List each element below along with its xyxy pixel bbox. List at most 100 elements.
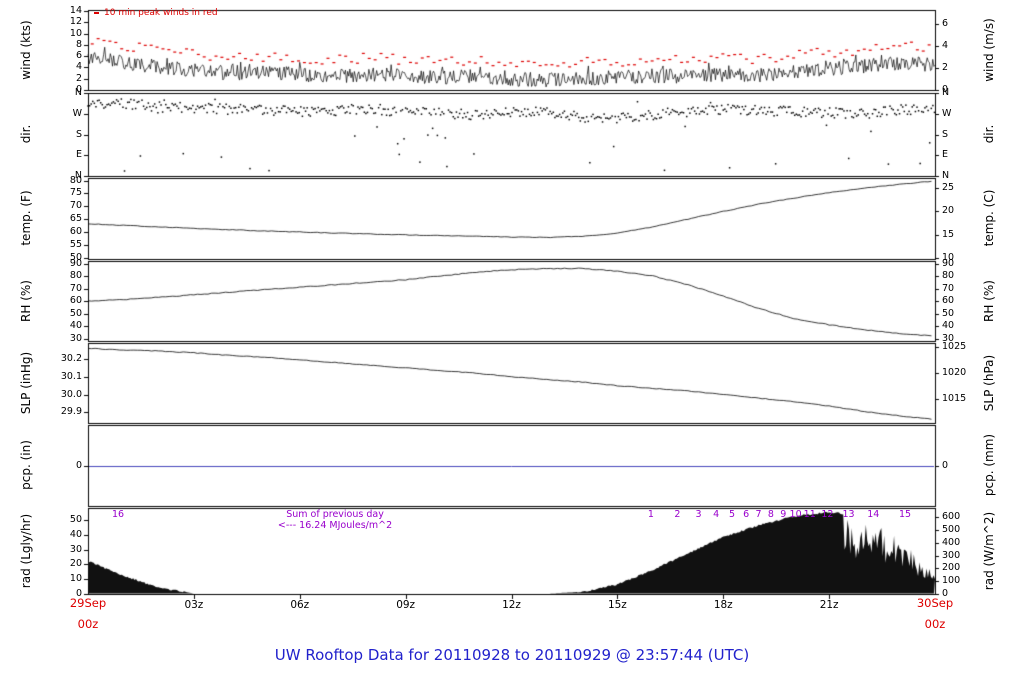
rad-hour-label: 14 xyxy=(867,509,880,520)
y-tick-label-left: 70 xyxy=(69,200,82,211)
y-tick-label-left: 80 xyxy=(69,175,82,186)
y-tick-label-left: 0 xyxy=(75,588,82,599)
y-tick-label-right: 25 xyxy=(942,182,955,193)
y-tick-label-left: 40 xyxy=(69,320,82,331)
y-tick-label-right: N xyxy=(942,87,950,98)
y-tick-label-left: E xyxy=(75,149,82,160)
rad-hour-label: 6 xyxy=(743,509,750,520)
y-tick-label-right: 300 xyxy=(942,550,961,561)
y-tick-label-right: 400 xyxy=(942,537,961,548)
y-tick-label-right: W xyxy=(942,108,952,119)
rad-sum-line2: <--- 16.24 MJoules/m^2 xyxy=(277,520,393,531)
y-tick-label-left: 30.2 xyxy=(60,353,82,364)
y-tick-label-left: 10 xyxy=(69,573,82,584)
y-tick-label-left: 4 xyxy=(75,61,82,72)
y-tick-label-right: 90 xyxy=(942,258,955,269)
y-tick-label-left: 60 xyxy=(69,295,82,306)
x-axis-end-hour: 00z xyxy=(924,617,946,631)
x-tick-label: 03z xyxy=(184,599,204,611)
y-tick-label-left: 8 xyxy=(75,39,82,50)
rad-hour-label: 16 xyxy=(111,509,125,520)
red-dash-icon xyxy=(94,11,99,14)
y-tick-label-right: 100 xyxy=(942,575,961,586)
y-tick-label-left: 14 xyxy=(69,5,82,16)
y-tick-label-right: 0 xyxy=(942,460,949,471)
rad-hour-label: 12 xyxy=(821,509,834,520)
figure-title: UW Rooftop Data for 20110928 to 20110929… xyxy=(274,646,750,664)
x-tick-label: 12z xyxy=(502,599,521,611)
rad-hour-label: 15 xyxy=(898,509,912,520)
y-tick-label-right: 60 xyxy=(942,295,955,306)
rad-hour-label: 11 xyxy=(803,509,816,520)
temp-axis-label-right: temp. (C) xyxy=(982,189,996,247)
x-tick-label: 21z xyxy=(819,599,839,611)
y-tick-label-left: 40 xyxy=(69,529,82,540)
y-tick-label-left: 12 xyxy=(69,16,82,27)
y-tick-label-right: 200 xyxy=(942,562,961,573)
y-tick-label-right: 1025 xyxy=(942,341,967,352)
y-tick-label-right: E xyxy=(942,149,949,160)
y-tick-label-left: 50 xyxy=(69,308,82,319)
y-tick-label-left: 50 xyxy=(69,514,82,525)
y-tick-label-left: 30.1 xyxy=(60,371,82,382)
y-tick-label-right: 500 xyxy=(942,524,961,535)
dir-axis-label-right: dir. xyxy=(982,124,996,144)
x-tick-label: 15z xyxy=(607,599,627,611)
y-tick-label-left: 2 xyxy=(75,73,82,84)
x-tick-label: 06z xyxy=(290,599,310,611)
y-tick-label-right: 2 xyxy=(942,62,949,73)
y-tick-label-left: 55 xyxy=(69,239,82,250)
y-tick-label-left: 30 xyxy=(69,333,82,344)
dir-axis-label-left: dir. xyxy=(19,124,33,144)
y-tick-label-left: 60 xyxy=(69,226,82,237)
x-axis-start-hour: 00z xyxy=(77,617,99,631)
y-tick-label-left: 0 xyxy=(75,84,82,95)
y-tick-label-left: N xyxy=(74,87,82,98)
wind-peak-legend-text: 10 min peak winds in red xyxy=(104,8,218,18)
rad-axis-label-right: rad (W/m^2) xyxy=(982,511,996,591)
x-axis-end-date: 30Sep xyxy=(916,596,954,610)
y-tick-label-right: 6 xyxy=(942,18,949,29)
y-tick-label-right: 15 xyxy=(942,229,955,240)
wind-axis-label-right: wind (m/s) xyxy=(982,18,996,82)
rh-axis-label-right: RH (%) xyxy=(982,280,996,322)
y-tick-label-right: 10 xyxy=(942,252,955,263)
y-tick-label-left: 50 xyxy=(69,252,82,263)
x-tick-label: 18z xyxy=(713,599,733,611)
y-tick-label-right: 80 xyxy=(942,270,955,281)
y-tick-label-left: 80 xyxy=(69,270,82,281)
y-tick-label-right: S xyxy=(942,129,949,140)
slp-axis-label-left: SLP (inHg) xyxy=(19,351,33,415)
y-tick-label-left: N xyxy=(74,170,82,181)
y-tick-label-left: 20 xyxy=(69,558,82,569)
y-tick-label-right: 0 xyxy=(942,84,949,95)
y-tick-label-right: 4 xyxy=(942,40,949,51)
y-tick-label-right: 70 xyxy=(942,283,955,294)
y-tick-label-right: 1015 xyxy=(942,393,967,404)
rad-hour-label: 5 xyxy=(729,509,736,520)
y-tick-label-left: 29.9 xyxy=(60,406,82,417)
wind-peak-legend: 10 min peak winds in red xyxy=(94,8,218,19)
meteogram-canvas xyxy=(0,0,1024,640)
y-tick-label-left: W xyxy=(72,108,82,119)
y-tick-label-left: 30 xyxy=(69,544,82,555)
y-tick-label-right: 30 xyxy=(942,333,955,344)
y-tick-label-right: 1020 xyxy=(942,367,967,378)
y-tick-label-left: 90 xyxy=(69,258,82,269)
y-tick-label-left: 10 xyxy=(69,28,82,39)
rad-hour-label: 10 xyxy=(789,509,802,520)
y-tick-label-right: 50 xyxy=(942,308,955,319)
y-tick-label-right: 0 xyxy=(942,588,949,599)
y-tick-label-left: 6 xyxy=(75,50,82,61)
rad-hour-label: 3 xyxy=(695,509,702,520)
rad-hour-label: 8 xyxy=(767,509,774,520)
rad-hour-label: 7 xyxy=(755,509,762,520)
y-tick-label-right: N xyxy=(942,170,950,181)
y-tick-label-left: 30.0 xyxy=(60,389,82,400)
rad-sum-line1: Sum of previous day xyxy=(286,509,384,520)
rad-hour-label: 1 xyxy=(647,509,654,520)
rad-sum-annotation: Sum of previous day <--- 16.24 MJoules/m… xyxy=(278,509,392,531)
rad-hour-label: 4 xyxy=(713,509,720,520)
rad-hour-label: 13 xyxy=(842,509,855,520)
x-tick-label: 09z xyxy=(396,599,416,611)
